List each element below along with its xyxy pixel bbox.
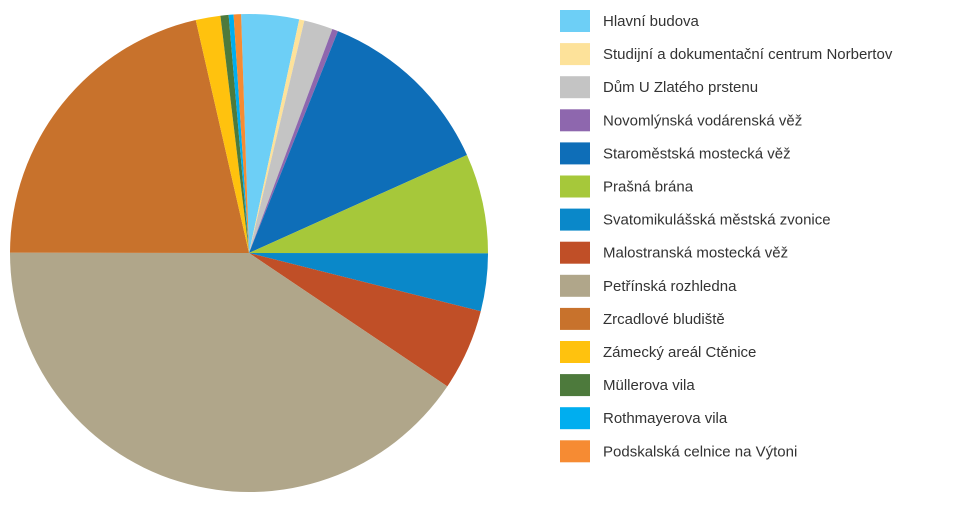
legend-swatch <box>560 76 590 99</box>
legend-swatch <box>560 374 590 397</box>
pie-slice <box>220 14 249 254</box>
pie-slice <box>195 15 249 253</box>
legend-label: Podskalská celnice na Výtoni <box>603 443 797 460</box>
legend-swatch <box>560 142 590 165</box>
pie-slice <box>228 14 249 253</box>
legend-label: Zámecký areál Ctěnice <box>603 344 756 361</box>
pie-slice <box>249 154 488 254</box>
legend-label: Hlavní budova <box>603 13 700 30</box>
legend-label: Müllerova vila <box>603 377 695 394</box>
pie-slice <box>249 31 467 254</box>
legend-swatch <box>560 274 590 297</box>
legend-label: Svatomikulášská městská zvonice <box>603 212 831 229</box>
pie-slice <box>249 253 488 312</box>
legend-swatch <box>560 175 590 198</box>
legend-swatch <box>560 440 590 463</box>
legend-label: Prašná brána <box>603 178 694 195</box>
legend-label: Rothmayerova vila <box>603 410 728 427</box>
pie-slice <box>241 14 300 253</box>
legend-swatch <box>560 208 590 231</box>
legend-label: Staroměstská mostecká věž <box>603 145 791 162</box>
pie-slice <box>233 14 249 254</box>
pie-slice <box>249 29 338 254</box>
legend-swatch <box>560 43 590 66</box>
legend-label: Petřínská rozhledna <box>603 278 737 295</box>
legend-swatch <box>560 10 590 32</box>
pie-slice <box>249 253 481 387</box>
legend-label: Dům U Zlatého prstenu <box>603 79 758 96</box>
legend-swatch <box>560 341 590 363</box>
legend-label: Novomlýnská vodárenská věž <box>603 112 802 129</box>
legend-swatch <box>560 241 590 264</box>
pie-slice <box>9 252 448 492</box>
legend-swatch <box>560 407 590 430</box>
legend-label: Zrcadlové bludiště <box>603 311 725 328</box>
pie-slice <box>249 20 333 254</box>
legend-swatch <box>560 307 590 330</box>
legend-label: Studijní a dokumentační centrum Norberto… <box>603 46 893 63</box>
legend-swatch <box>560 109 590 132</box>
legend-label: Malostranská mostecká věž <box>603 245 788 262</box>
pie-slice <box>249 19 305 254</box>
pie-slice <box>10 20 250 254</box>
